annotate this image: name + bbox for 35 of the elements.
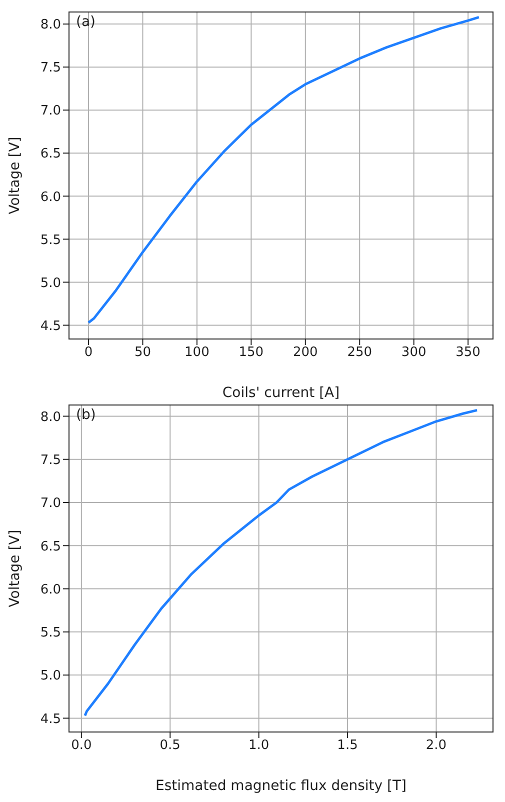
y-tick-label: 6.0 [40, 582, 61, 598]
y-tick-label: 5.5 [40, 626, 61, 641]
x-tick-label: 250 [347, 345, 372, 360]
x-tick-label: 1.0 [248, 738, 270, 754]
y-axis-title: Voltage [V] [6, 136, 23, 214]
y-tick-label: 8.0 [40, 18, 61, 33]
x-tick-label: 50 [134, 345, 152, 360]
y-tick-label: 5.0 [40, 276, 61, 291]
y-tick-label: 7.5 [40, 60, 61, 76]
chart-title: (a) [76, 14, 96, 30]
y-tick-label: 5.5 [40, 232, 61, 248]
x-tick-label: 100 [184, 345, 210, 360]
y-tick-label: 7.0 [40, 104, 61, 119]
x-tick-label: 0 [84, 345, 93, 360]
y-tick-label: 5.0 [40, 668, 61, 684]
x-axis-title: Coils' current [A] [222, 385, 340, 401]
y-tick-label: 4.5 [40, 712, 61, 727]
y-tick-label: 6.5 [40, 539, 61, 554]
y-tick-label: 6.5 [40, 146, 61, 162]
y-tick-label: 7.5 [40, 452, 61, 468]
x-tick-label: 150 [238, 345, 264, 360]
x-tick-label: 1.5 [337, 738, 358, 754]
x-tick-label: 350 [456, 345, 480, 360]
y-tick-label: 6.0 [40, 190, 61, 205]
x-axis-title: Estimated magnetic flux density [T] [156, 778, 406, 794]
y-tick-label: 8.0 [40, 410, 61, 425]
y-tick-label: 4.5 [40, 318, 61, 334]
x-tick-label: 0.0 [71, 738, 92, 754]
chart-title: (b) [76, 407, 96, 423]
x-tick-label: 200 [292, 345, 318, 360]
x-tick-label: 300 [401, 345, 426, 360]
x-tick-label: 0.5 [160, 738, 180, 754]
x-tick-label: 2.0 [426, 738, 447, 754]
y-axis-title: Voltage [V] [6, 530, 23, 608]
y-tick-label: 7.0 [40, 496, 61, 512]
